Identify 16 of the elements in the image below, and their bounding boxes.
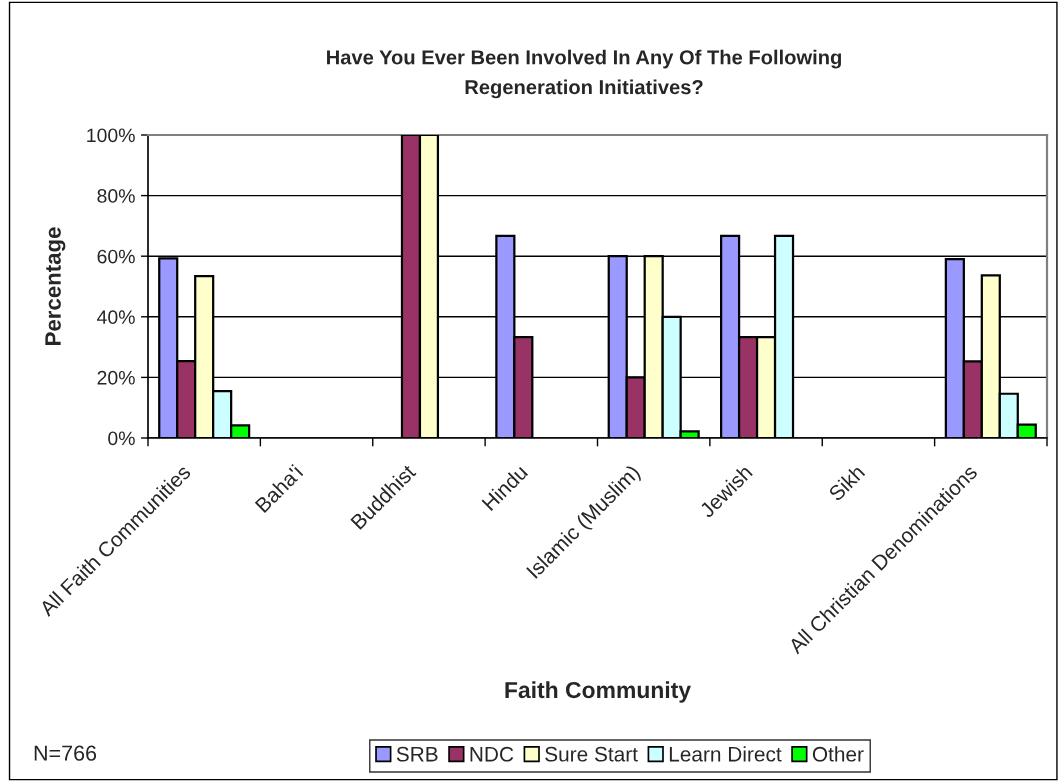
y-tick-label: 60% bbox=[97, 249, 135, 264]
y-tick-label: 80% bbox=[97, 189, 135, 203]
x-tick-label: Sikh bbox=[827, 463, 866, 502]
legend-label: Other bbox=[812, 746, 864, 762]
y-axis-title: Percentage bbox=[45, 227, 66, 345]
y-tick-label: 100% bbox=[87, 128, 135, 143]
x-axis-title: Faith Community bbox=[505, 681, 691, 703]
legend-label: NDC bbox=[470, 746, 514, 762]
legend-label: Learn Direct bbox=[669, 746, 782, 762]
y-tick-label: 20% bbox=[97, 370, 135, 385]
legend-label: SRB bbox=[396, 746, 438, 762]
y-tick-label: 0% bbox=[108, 431, 135, 446]
legend-label: Sure Start bbox=[545, 746, 638, 762]
chart-title: Have You Ever Been Involved In Any Of The Following Regeneration Initiatives? bbox=[327, 49, 841, 99]
y-tick-label: 40% bbox=[97, 310, 135, 325]
text: N=766 bbox=[34, 745, 97, 761]
